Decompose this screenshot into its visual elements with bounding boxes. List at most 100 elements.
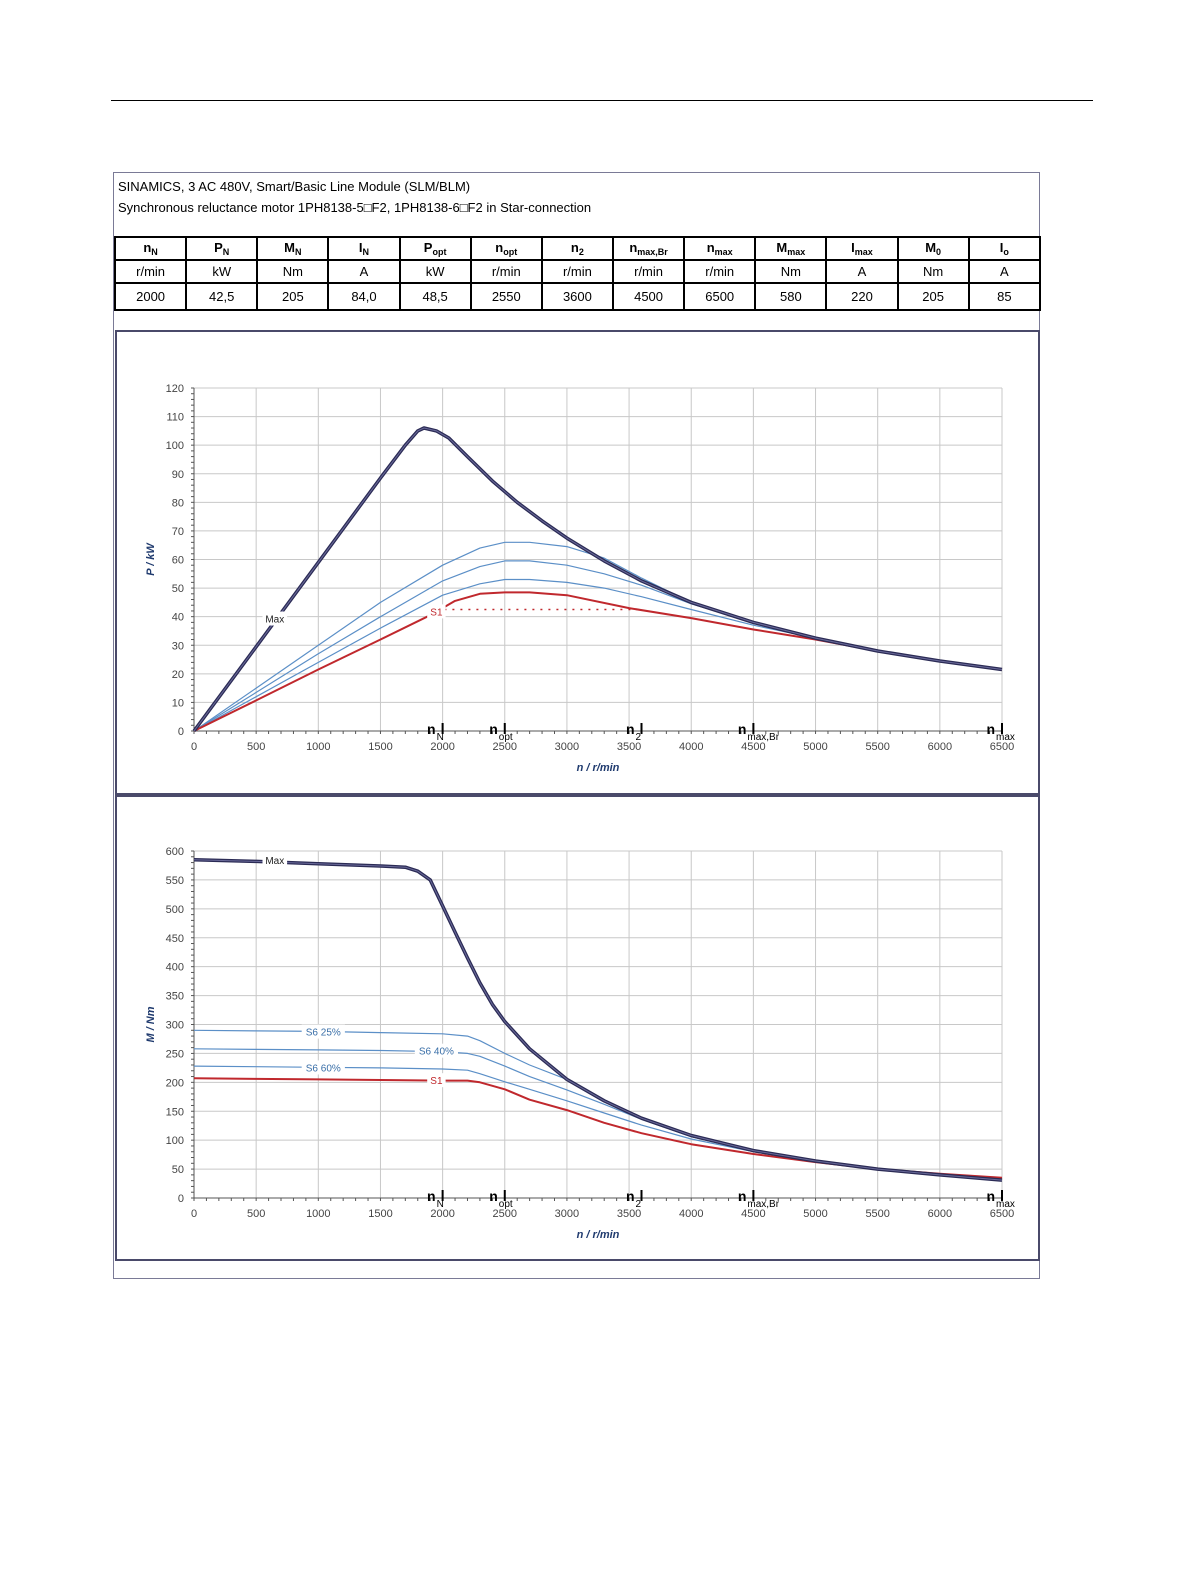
x-tick-label: 4500 <box>741 1208 765 1220</box>
series-line-max-highlight <box>193 427 1003 732</box>
spec-symbol-cell: Popt <box>398 236 472 261</box>
spec-symbol-cell: nmax <box>683 236 757 261</box>
x-tick-label: 2500 <box>493 741 517 753</box>
speed-marker-sub: max <box>996 1199 1015 1210</box>
spec-symbol-sub: N <box>222 247 230 257</box>
series-line-s1 <box>193 591 1003 732</box>
power-chart-panel: 0 500 1000 1500 2000 2500 3000 3500 4000 4500 5000… <box>115 330 1040 795</box>
x-tick-label: 500 <box>247 1208 265 1220</box>
series-line-s1 <box>193 1077 1003 1179</box>
x-tick-label: 6000 <box>928 1208 952 1220</box>
spec-symbol-cell: Mmax <box>754 236 828 261</box>
x-tick-label: 3000 <box>555 1208 579 1220</box>
spec-symbol-base: n <box>629 240 638 255</box>
x-tick-label: 1000 <box>306 741 330 753</box>
x-axis-label: n / r/min <box>577 762 620 774</box>
header-line-2: Synchronous reluctance motor 1PH8138-5□F… <box>118 200 592 215</box>
spec-symbol-sub: o <box>1003 247 1009 257</box>
series-label: S6 60% <box>306 1063 341 1074</box>
x-tick-label: 5500 <box>865 741 889 753</box>
spec-value-cell: 2550 <box>469 282 543 311</box>
y-tick-label: 50 <box>172 1164 184 1176</box>
spec-symbol-base: M <box>284 240 296 255</box>
speed-marker-sub: max,Br <box>747 732 779 743</box>
spec-symbol-cell: nopt <box>469 236 543 261</box>
x-tick-label: 2000 <box>430 1208 454 1220</box>
speed-marker-sub: 2 <box>636 1199 642 1210</box>
spec-symbol-base: I <box>999 240 1004 255</box>
spec-symbol-base: n <box>495 240 504 255</box>
spec-symbol-sub: N <box>151 247 158 257</box>
x-tick-label: 0 <box>191 1208 197 1220</box>
speed-marker-label: n <box>738 1188 747 1204</box>
spec-unit-cell: r/min <box>611 259 686 284</box>
y-tick-label: 500 <box>166 904 184 916</box>
torque-chart-panel: 0 500 1000 1500 2000 2500 3000 3500 4000 4500 5000… <box>115 795 1040 1261</box>
series-label: Max <box>265 856 284 867</box>
x-tick-label: 5000 <box>803 1208 827 1220</box>
header-line-1: SINAMICS, 3 AC 480V, Smart/Basic Line Mo… <box>118 179 471 194</box>
x-tick-label: 3000 <box>555 741 579 753</box>
y-tick-label: 70 <box>172 526 184 538</box>
y-tick-label: 0 <box>178 726 184 738</box>
datasheet: SINAMICS, 3 AC 480V, Smart/Basic Line Mo… <box>113 172 1042 1279</box>
series-line-s6 <box>193 1029 1003 1181</box>
x-tick-label: 1500 <box>368 741 392 753</box>
spec-symbol-base: I <box>358 240 363 255</box>
x-tick-label: 5500 <box>865 1208 889 1220</box>
spec-value-cell: 42,5 <box>185 282 259 311</box>
spec-symbol-cell: nN <box>113 236 188 261</box>
x-tick-label: 3500 <box>617 1208 641 1220</box>
spec-symbol-sub: 0 <box>936 247 942 257</box>
spec-table: nN PN MN IN Popt nopt n2 nmax,Br nmax Mmax Imax M0 I… <box>113 236 1042 311</box>
series-label: S1 <box>430 607 443 618</box>
spec-symbol-sub: opt <box>503 247 518 257</box>
series-label-bg <box>262 852 288 867</box>
speed-marker-label: n <box>626 721 635 737</box>
spec-value-cell: 48,5 <box>398 282 472 311</box>
speed-marker-sub: opt <box>499 732 513 743</box>
series-line-s6 <box>193 1065 1003 1181</box>
series-line-max <box>193 857 1003 1182</box>
spec-symbol-base: P <box>214 240 223 255</box>
y-axis-label: M / Nm <box>145 1006 157 1042</box>
y-tick-label: 350 <box>166 991 184 1003</box>
y-tick-label: 100 <box>166 440 184 452</box>
spec-symbol-sub: max,Br <box>637 247 668 257</box>
speed-marker-label: n <box>626 1188 635 1204</box>
spec-symbol-sub: N <box>362 247 370 257</box>
spec-symbol-base: M <box>925 240 937 255</box>
spec-symbol-sub: max <box>714 247 733 257</box>
y-tick-label: 450 <box>166 933 184 945</box>
y-tick-label: 60 <box>172 555 184 567</box>
y-tick-label: 0 <box>178 1193 184 1205</box>
x-axis-label: n / r/min <box>577 1229 620 1241</box>
spec-unit-cell: r/min <box>469 259 543 284</box>
spec-unit-cell: A <box>825 259 899 284</box>
speed-marker-sub: max <box>996 732 1015 743</box>
spec-symbol-cell: Io <box>967 236 1042 261</box>
x-tick-label: 1500 <box>368 1208 392 1220</box>
series-label: S6 25% <box>306 1028 341 1039</box>
y-tick-label: 110 <box>166 412 184 424</box>
y-tick-label: 300 <box>166 1020 184 1032</box>
spec-symbol-cell: n2 <box>540 236 614 261</box>
spec-symbol-cell: IN <box>327 236 401 261</box>
speed-marker-label: n <box>986 1188 995 1204</box>
x-tick-label: 6500 <box>990 741 1014 753</box>
spec-unit-cell: A <box>327 259 401 284</box>
y-tick-label: 600 <box>166 846 184 858</box>
x-tick-label: 4000 <box>679 741 703 753</box>
y-tick-label: 250 <box>166 1048 184 1060</box>
series-label: S1 <box>430 1076 443 1087</box>
spec-value-cell: 205 <box>896 282 970 311</box>
spec-value-cell: 4500 <box>611 282 686 311</box>
spec-value-cell: 220 <box>825 282 899 311</box>
x-tick-label: 4500 <box>741 741 765 753</box>
top-rule <box>111 100 1093 101</box>
y-tick-label: 90 <box>172 469 184 481</box>
spec-unit-cell: Nm <box>754 259 828 284</box>
spec-unit-cell: kW <box>398 259 472 284</box>
x-tick-label: 6500 <box>990 1208 1014 1220</box>
spec-value-cell: 580 <box>754 282 828 311</box>
